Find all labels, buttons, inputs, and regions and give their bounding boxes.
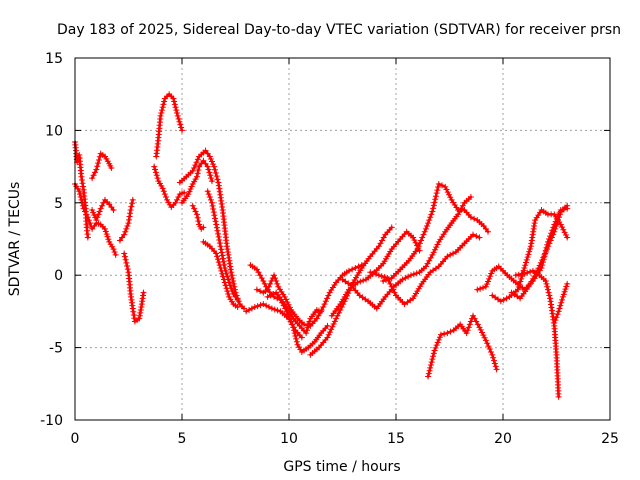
series-markers: [204, 188, 241, 303]
y-tick-label: 5: [54, 196, 63, 212]
series-aa: [551, 280, 571, 326]
series-markers: [339, 194, 474, 312]
series-markers: [508, 202, 571, 302]
chart-title: Day 183 of 2025, Sidereal Day-to-day VTE…: [57, 22, 621, 38]
y-tick-label: 10: [45, 123, 63, 139]
series-k: [189, 202, 207, 232]
series-y: [489, 207, 571, 305]
series-f: [121, 250, 147, 325]
series-c: [89, 196, 117, 224]
grid-lines: [75, 58, 610, 420]
series-l: [200, 238, 241, 311]
series-markers: [380, 180, 492, 284]
data-series: [72, 91, 571, 400]
series-markers: [512, 267, 562, 400]
series-markers: [153, 91, 185, 160]
series-t: [339, 194, 474, 312]
x-tick-label: 20: [494, 431, 512, 447]
series-markers: [307, 224, 395, 358]
x-axis-label: GPS time / hours: [283, 459, 400, 475]
plot-frame: [74, 57, 611, 421]
x-tick-label: 5: [178, 431, 187, 447]
series-markers: [243, 301, 305, 341]
y-tick-label: 15: [45, 51, 63, 67]
series-m: [204, 188, 241, 303]
y-tick-label: -5: [49, 341, 63, 357]
series-line: [152, 165, 186, 209]
series-j: [179, 157, 215, 206]
series-markers: [121, 250, 147, 325]
y-axis-label: SDTVAR / TECUs: [7, 182, 23, 297]
series-markers: [179, 157, 215, 206]
y-tick-label: -10: [40, 413, 63, 429]
x-tick-label: 25: [601, 431, 619, 447]
series-markers: [253, 262, 365, 329]
series-ab: [508, 202, 571, 302]
series-markers: [264, 289, 325, 337]
x-tick-label: 10: [280, 431, 298, 447]
series-markers: [551, 280, 571, 326]
series-q: [264, 289, 325, 337]
series-markers: [189, 202, 207, 232]
series-r: [307, 224, 395, 358]
series-markers: [367, 231, 483, 308]
series-v: [380, 180, 492, 284]
series-markers: [151, 163, 188, 211]
series-z: [512, 267, 562, 400]
series-w: [425, 312, 500, 380]
series-g: [151, 163, 188, 211]
series-markers: [176, 147, 248, 312]
series-h: [153, 91, 185, 160]
series-markers: [89, 196, 117, 224]
series-d: [89, 150, 115, 182]
series-markers: [116, 196, 136, 244]
series-markers: [89, 150, 115, 182]
series-markers: [489, 207, 571, 305]
series-o: [243, 301, 305, 341]
series-markers: [425, 312, 500, 380]
series-i: [176, 147, 248, 312]
series-markers: [200, 238, 241, 311]
x-tick-label: 0: [71, 431, 80, 447]
y-tick-label: 0: [54, 268, 63, 284]
axis-ticks: 0 5 10 15 20 25 -10 -5 0 5 10 15: [40, 51, 619, 447]
x-tick-label: 15: [387, 431, 405, 447]
series-e: [116, 196, 136, 244]
